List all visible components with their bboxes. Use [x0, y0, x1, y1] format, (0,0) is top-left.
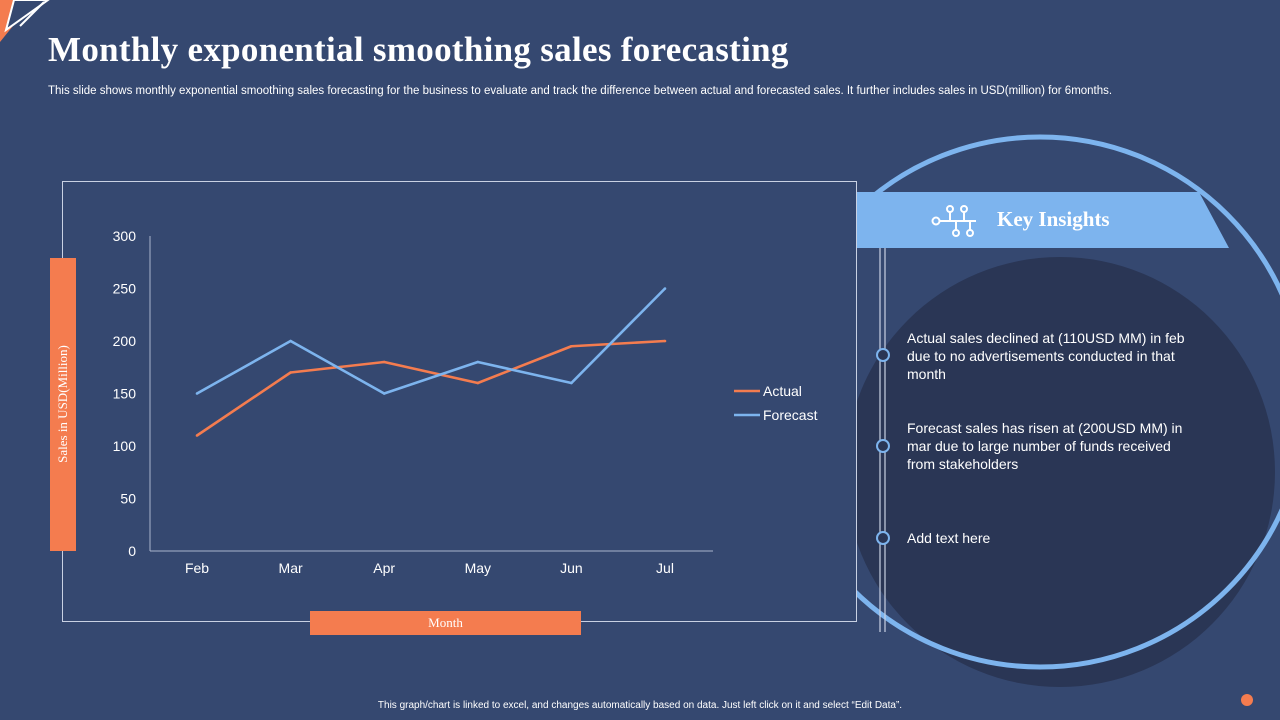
insight-bullet-3 — [875, 530, 890, 545]
insight-text-1: Actual sales declined at (110USD MM) in … — [907, 330, 1185, 382]
y-axis-label-bar — [50, 258, 76, 551]
insight-text-3: Add text here — [907, 530, 991, 546]
x-axis-label: Month — [428, 615, 463, 630]
decorative-dot — [1241, 694, 1253, 706]
insights-heading: Key Insights — [997, 207, 1110, 231]
footer-note: This graph/chart is linked to excel, and… — [377, 700, 903, 711]
insight-text-2: Forecast sales has risen at (200USD MM) … — [907, 420, 1183, 472]
insights-dark-circle — [845, 257, 1275, 687]
corner-logo-icon — [0, 0, 50, 42]
page-subtitle: This slide shows monthly exponential smo… — [48, 85, 1113, 97]
page-title: Monthly exponential smoothing sales fore… — [48, 30, 789, 69]
insight-bullet-1 — [875, 347, 890, 362]
chart-frame — [62, 181, 857, 622]
insight-bullet-2 — [875, 438, 890, 453]
y-axis-label: Sales in USD(Million) — [55, 345, 70, 463]
circuit-icon — [931, 205, 976, 237]
x-axis-label-bar: Month — [310, 611, 581, 635]
